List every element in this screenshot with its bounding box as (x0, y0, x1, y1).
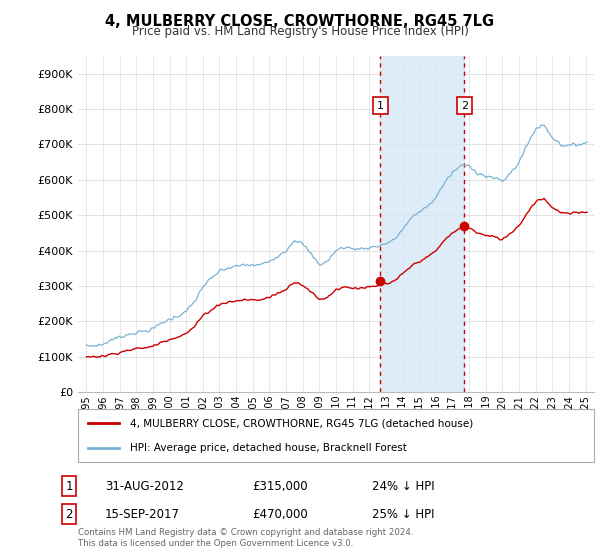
Text: 1: 1 (65, 479, 73, 493)
Text: 4, MULBERRY CLOSE, CROWTHORNE, RG45 7LG: 4, MULBERRY CLOSE, CROWTHORNE, RG45 7LG (106, 14, 494, 29)
Text: Contains HM Land Registry data © Crown copyright and database right 2024.
This d: Contains HM Land Registry data © Crown c… (78, 528, 413, 548)
Text: Price paid vs. HM Land Registry's House Price Index (HPI): Price paid vs. HM Land Registry's House … (131, 25, 469, 38)
Text: 24% ↓ HPI: 24% ↓ HPI (372, 479, 434, 493)
Text: HPI: Average price, detached house, Bracknell Forest: HPI: Average price, detached house, Brac… (130, 442, 406, 452)
Text: 4, MULBERRY CLOSE, CROWTHORNE, RG45 7LG (detached house): 4, MULBERRY CLOSE, CROWTHORNE, RG45 7LG … (130, 418, 473, 428)
Text: 15-SEP-2017: 15-SEP-2017 (105, 507, 180, 521)
Text: 25% ↓ HPI: 25% ↓ HPI (372, 507, 434, 521)
Text: £470,000: £470,000 (252, 507, 308, 521)
FancyBboxPatch shape (78, 409, 594, 462)
Text: 1: 1 (377, 100, 384, 110)
Text: £315,000: £315,000 (252, 479, 308, 493)
Bar (380, 56, 464, 392)
Text: 31-AUG-2012: 31-AUG-2012 (105, 479, 184, 493)
Text: 2: 2 (65, 507, 73, 521)
Text: 2: 2 (461, 100, 468, 110)
